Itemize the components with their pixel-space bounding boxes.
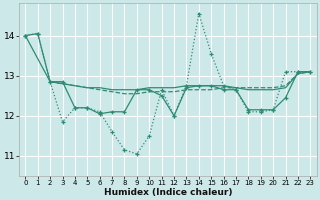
X-axis label: Humidex (Indice chaleur): Humidex (Indice chaleur) <box>104 188 232 197</box>
